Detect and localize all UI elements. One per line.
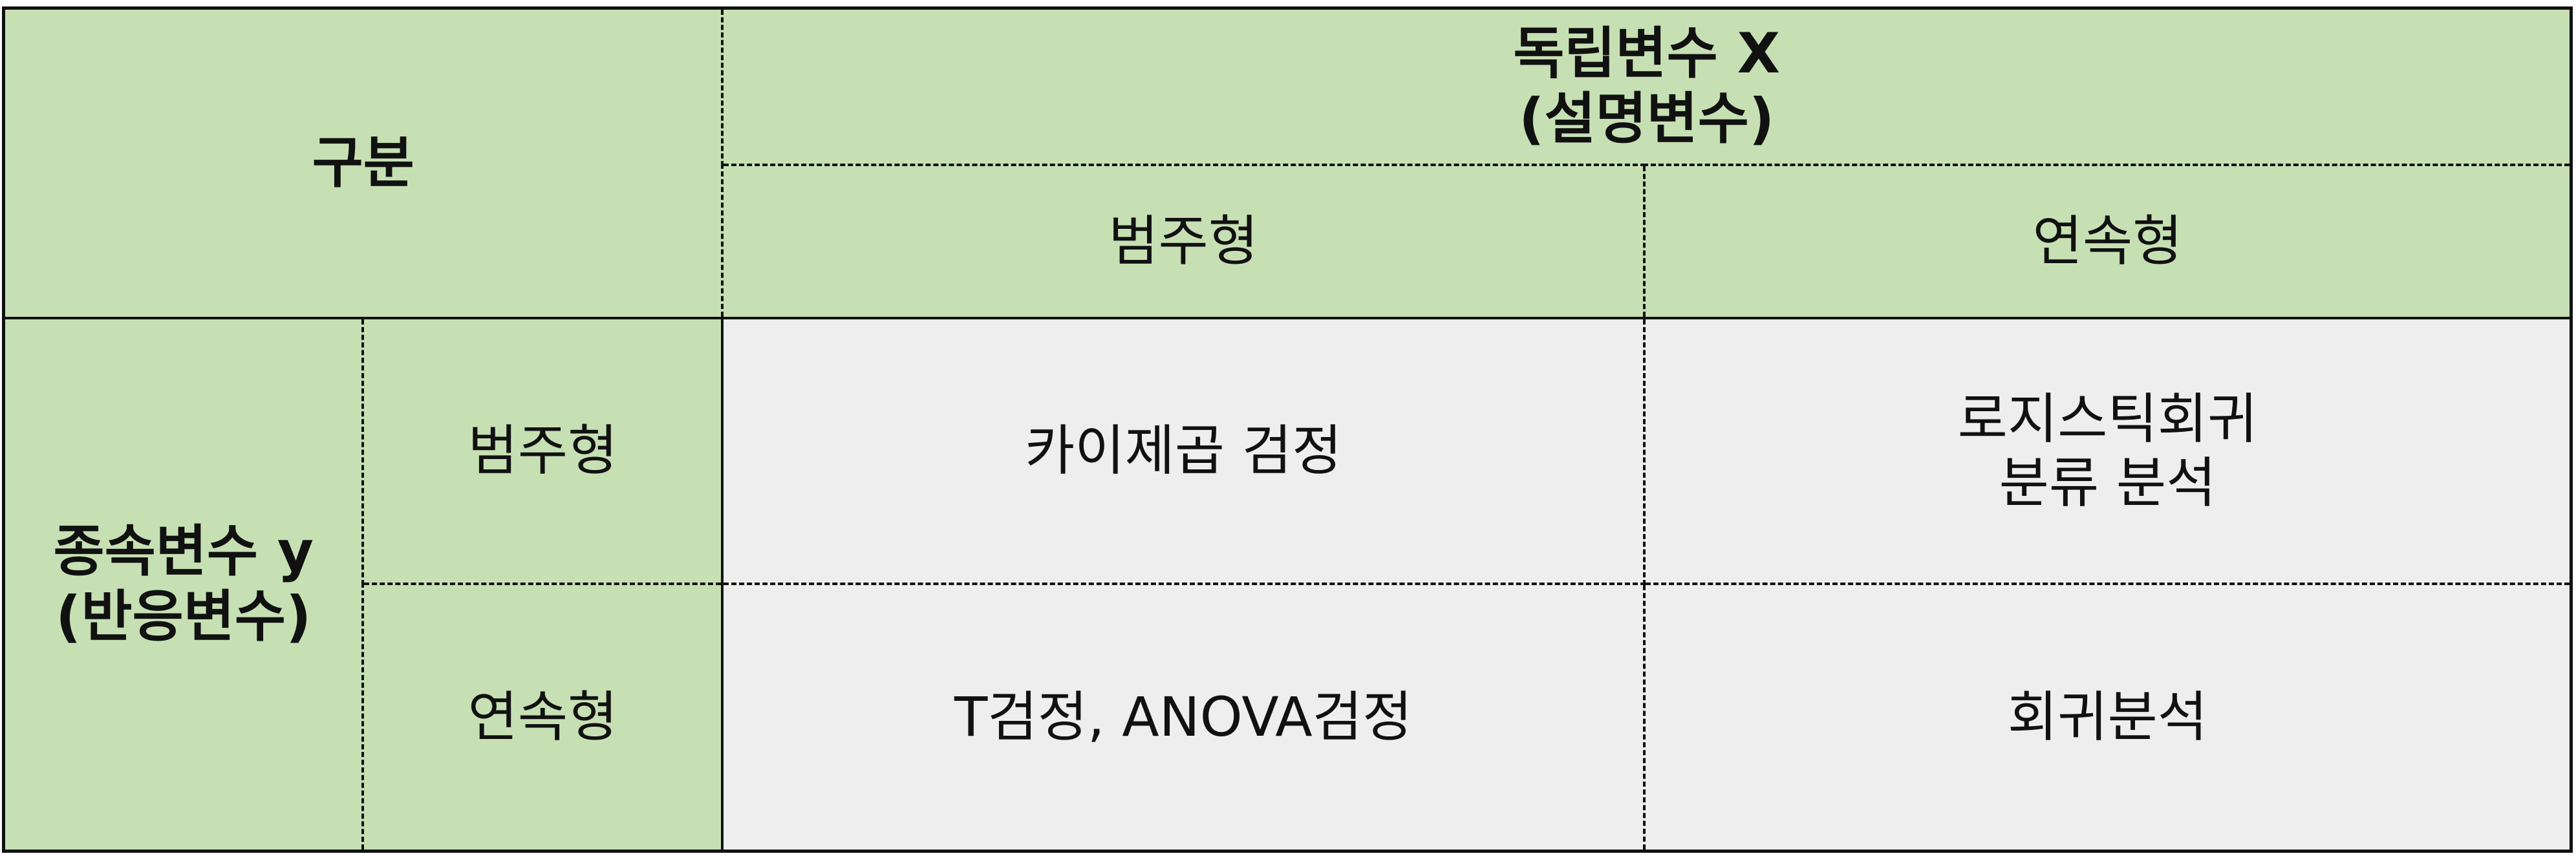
- independent-title-line2: (설명변수): [1519, 87, 1775, 152]
- row-header-categorical: 범주형: [363, 318, 724, 586]
- cell-continuous-continuous: 회귀분석: [1644, 584, 2573, 853]
- column-header-continuous-label: 연속형: [2032, 209, 2183, 273]
- column-header-categorical: 범주형: [722, 165, 1646, 320]
- analysis-method-table: 구분 독립변수 X (설명변수) 범주형 연속형 종속변수 y (반응변수) 범…: [2, 6, 2573, 853]
- cell-categorical-continuous: 로지스틱회귀 분류 분석: [1644, 318, 2573, 586]
- column-header-continuous: 연속형: [1644, 165, 2573, 320]
- dependent-title-line2: (반응변수): [56, 584, 312, 650]
- classification-analysis-text: 분류 분석: [1999, 451, 2216, 515]
- variable-type-matrix: 구분 독립변수 X (설명변수) 범주형 연속형 종속변수 y (반응변수) 범…: [2, 6, 2573, 853]
- corner-header-cell: 구분: [2, 6, 724, 320]
- column-header-categorical-label: 범주형: [1108, 209, 1259, 273]
- independent-title-line1: 독립변수 X: [1513, 21, 1781, 86]
- corner-label: 구분: [312, 130, 414, 195]
- cell-categorical-categorical: 카이제곱 검정: [722, 318, 1646, 586]
- chi-square-test-text: 카이제곱 검정: [1024, 419, 1342, 483]
- t-test-anova-text: T검정, ANOVA검정: [954, 685, 1413, 749]
- logistic-regression-text: 로지스틱회귀: [1957, 387, 2258, 451]
- row-header-continuous: 연속형: [363, 584, 724, 853]
- independent-variable-header: 독립변수 X (설명변수): [722, 6, 2573, 167]
- row-header-continuous-label: 연속형: [467, 685, 618, 749]
- cell-continuous-categorical: T검정, ANOVA검정: [722, 584, 1646, 853]
- row-header-categorical-label: 범주형: [467, 419, 618, 483]
- regression-analysis-text: 회귀분석: [2007, 685, 2208, 749]
- dependent-title-line1: 종속변수 y: [53, 519, 314, 584]
- dependent-variable-header: 종속변수 y (반응변수): [2, 318, 365, 853]
